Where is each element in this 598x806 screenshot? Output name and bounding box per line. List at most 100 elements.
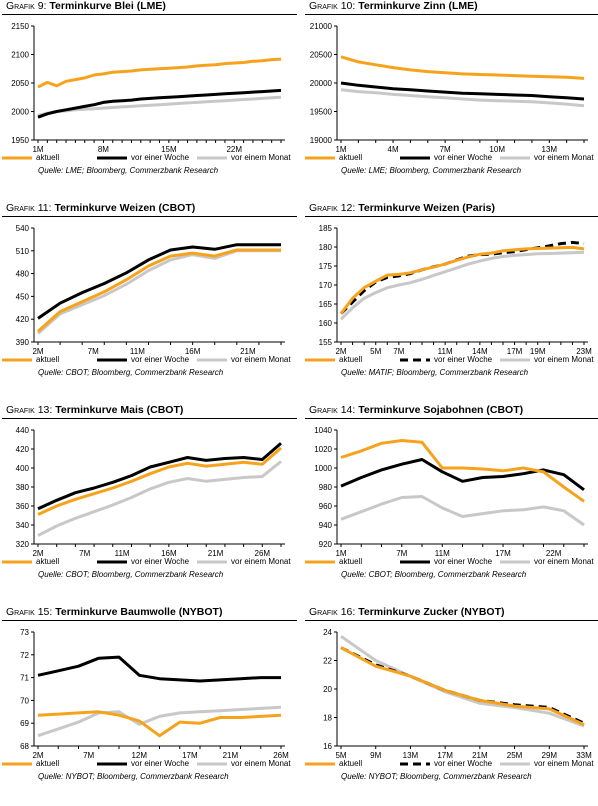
chart-legend: aktuell vor einer Woche vor einem Monat bbox=[305, 758, 598, 772]
chart-panel: Grafik 15: Terminkurve Baumwolle (NYBOT)… bbox=[2, 606, 297, 806]
y-tick-label: 160 bbox=[319, 319, 333, 328]
title-rule bbox=[2, 620, 297, 621]
series-line-aktuell bbox=[339, 245, 585, 315]
title-rule bbox=[305, 14, 598, 15]
x-tick-label: 12M bbox=[131, 751, 147, 760]
legend-label: vor einer Woche bbox=[131, 557, 190, 566]
y-tick-label: 19000 bbox=[310, 136, 333, 145]
x-tick-label: 21M bbox=[223, 751, 239, 760]
chart-legend: aktuell vor einer Woche vor einem Monat bbox=[2, 758, 297, 772]
legend-label: aktuell bbox=[339, 759, 363, 768]
chart-title-text: Terminkurve Sojabohnen (CBOT) bbox=[358, 404, 524, 416]
y-tick-label: 1040 bbox=[314, 426, 332, 435]
chart-number: Grafik 15: bbox=[6, 606, 53, 618]
legend-swatch bbox=[500, 560, 530, 564]
y-tick-label: 72 bbox=[20, 651, 29, 660]
series-line-woche bbox=[37, 442, 282, 511]
chart-legend: aktuell vor einer Woche vor einem Monat bbox=[305, 556, 598, 570]
x-tick-label: 8M bbox=[98, 145, 109, 154]
x-tick-label: 2M bbox=[32, 549, 43, 558]
series-line-woche bbox=[340, 458, 585, 492]
x-tick-label: 17M bbox=[495, 549, 511, 558]
chart-source: Quelle: LME; Bloomberg, Commerzbank Rese… bbox=[38, 166, 219, 175]
x-tick-label: 2M bbox=[32, 347, 43, 356]
line-chart: 19000 19500 20000 20500 21000 1M 4M 7M 10M 13M bbox=[310, 22, 588, 154]
legend-swatch bbox=[2, 156, 32, 160]
x-tick-label: 11M bbox=[438, 347, 453, 356]
y-tick-label: 340 bbox=[16, 521, 30, 530]
y-tick-label: 2050 bbox=[11, 79, 29, 88]
y-tick-label: 960 bbox=[319, 502, 333, 511]
chart-title-text: Terminkurve Weizen (Paris) bbox=[358, 202, 495, 214]
chart-panel: Grafik 9: Terminkurve Blei (LME) 1950 2000… bbox=[2, 0, 297, 200]
chart-source: Quelle: NYBOT; Bloomberg, Commerzbank Re… bbox=[38, 772, 229, 781]
title-rule bbox=[2, 216, 297, 217]
y-tick-label: 20500 bbox=[310, 51, 333, 60]
chart-source: Quelle: CBOT; Bloomberg, Commerzbank Res… bbox=[38, 570, 224, 579]
series-line-aktuell bbox=[340, 439, 585, 503]
y-tick-label: 70 bbox=[20, 696, 29, 705]
legend-swatch bbox=[197, 358, 227, 362]
y-tick-label: 540 bbox=[16, 224, 30, 233]
line-chart: 68 69 70 71 72 73 2M 7M 12M 17M 21M 26M bbox=[20, 628, 289, 760]
x-tick-label: 21M bbox=[208, 549, 224, 558]
y-tick-label: 68 bbox=[20, 742, 29, 751]
x-tick-label: 17M bbox=[437, 751, 453, 760]
x-tick-label: 1M bbox=[32, 145, 43, 154]
title-rule bbox=[2, 418, 297, 419]
y-tick-label: 71 bbox=[20, 674, 29, 683]
chart-source: Quelle: CBOT; Bloomberg, Commerzbank Res… bbox=[38, 368, 224, 377]
series-line-aktuell bbox=[340, 55, 585, 80]
y-tick-label: 180 bbox=[319, 243, 333, 252]
y-tick-label: 400 bbox=[16, 464, 30, 473]
chart-title: Grafik 16: Terminkurve Zucker (NYBOT) bbox=[309, 606, 504, 618]
legend-label: vor einem Monat bbox=[231, 557, 291, 566]
x-tick-label: 13M bbox=[403, 751, 419, 760]
y-tick-label: 170 bbox=[319, 281, 333, 290]
y-tick-label: 185 bbox=[319, 224, 333, 233]
y-tick-label: 73 bbox=[20, 628, 29, 637]
x-tick-label: 15M bbox=[161, 145, 177, 154]
y-tick-label: 320 bbox=[16, 540, 30, 549]
legend-swatch bbox=[400, 560, 430, 564]
x-tick-label: 14M bbox=[472, 347, 488, 356]
y-tick-label: 360 bbox=[16, 502, 30, 511]
legend-swatch bbox=[97, 358, 127, 362]
series-line-aktuell bbox=[37, 710, 282, 738]
chart-title-text: Terminkurve Baumwolle (NYBOT) bbox=[55, 606, 223, 618]
legend-swatch bbox=[500, 156, 530, 160]
legend-label: aktuell bbox=[339, 153, 363, 162]
line-chart: 155 160 165 170 175 180 185 2M 5M 7M 11M 14M 17M 19M 2… bbox=[319, 224, 592, 356]
chart-legend: aktuell vor einer Woche vor einem Monat bbox=[2, 556, 297, 570]
x-tick-label: 23M bbox=[576, 347, 592, 356]
legend-swatch bbox=[500, 358, 530, 362]
legend-swatch bbox=[197, 156, 227, 160]
y-tick-label: 18 bbox=[323, 714, 332, 723]
chart-number: Grafik 9: bbox=[6, 0, 47, 12]
y-tick-label: 940 bbox=[319, 521, 333, 530]
x-tick-label: 7M bbox=[79, 549, 90, 558]
series-line-woche bbox=[37, 88, 282, 119]
legend-swatch bbox=[197, 762, 227, 766]
chart-source: Quelle: NYBOT; Bloomberg, Commerzbank Re… bbox=[341, 772, 532, 781]
legend-swatch bbox=[2, 358, 32, 362]
chart-title: Grafik 13: Terminkurve Mais (CBOT) bbox=[6, 404, 183, 416]
line-chart: 920 940 960 980 1000 1020 1040 1M 7M 11M 17M 22M bbox=[314, 426, 588, 558]
chart-title-text: Terminkurve Zinn (LME) bbox=[358, 0, 478, 12]
legend-label: vor einer Woche bbox=[131, 355, 190, 364]
legend-label: aktuell bbox=[36, 759, 60, 768]
y-tick-label: 155 bbox=[319, 338, 333, 347]
x-tick-label: 7M bbox=[396, 549, 407, 558]
chart-number: Grafik 14: bbox=[309, 404, 356, 416]
x-tick-label: 7M bbox=[440, 145, 451, 154]
x-tick-label: 21M bbox=[472, 751, 488, 760]
chart-title: Grafik 9: Terminkurve Blei (LME) bbox=[6, 0, 166, 12]
legend-swatch bbox=[305, 156, 335, 160]
legend-swatch bbox=[2, 762, 32, 766]
x-tick-label: 17M bbox=[182, 751, 198, 760]
x-tick-label: 1M bbox=[335, 549, 346, 558]
y-tick-label: 450 bbox=[16, 292, 30, 301]
y-tick-label: 165 bbox=[319, 300, 333, 309]
x-tick-label: 11M bbox=[435, 549, 450, 558]
series-line-monat bbox=[37, 95, 282, 117]
